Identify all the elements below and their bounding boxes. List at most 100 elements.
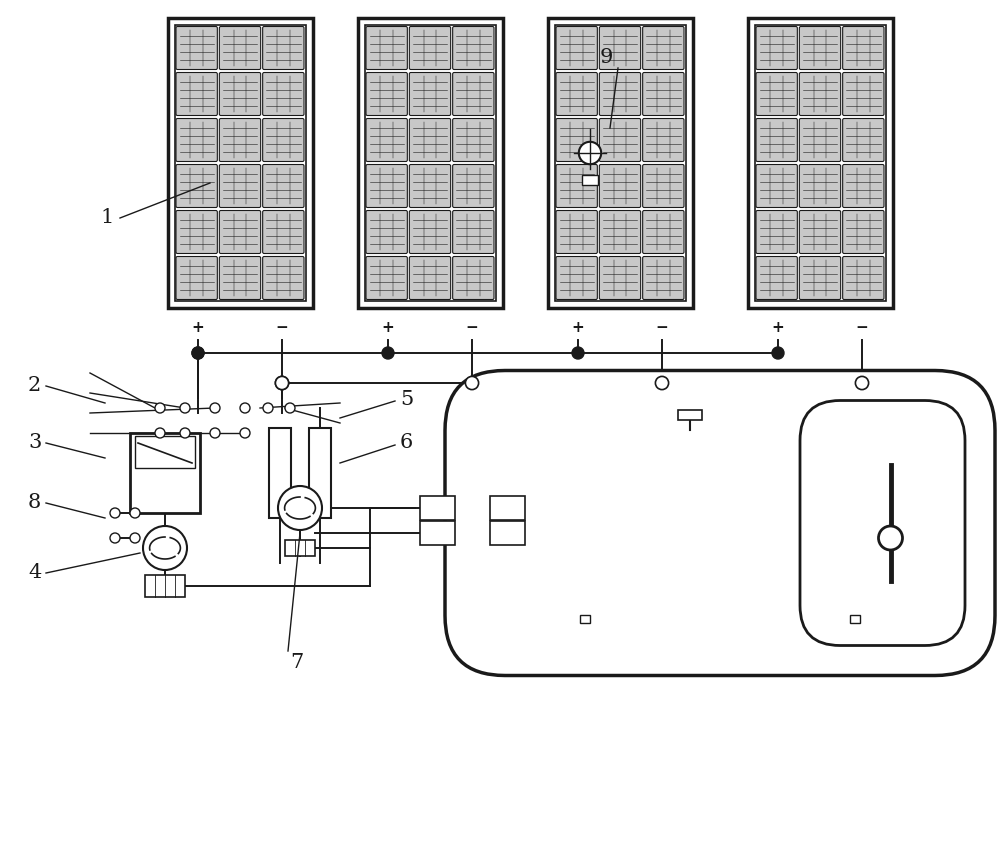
Text: 3: 3: [28, 433, 41, 452]
FancyBboxPatch shape: [599, 27, 641, 70]
Text: −: −: [276, 320, 288, 336]
Circle shape: [180, 403, 190, 413]
FancyBboxPatch shape: [263, 211, 304, 254]
Bar: [490, 496, 525, 520]
FancyBboxPatch shape: [445, 370, 995, 676]
Circle shape: [382, 347, 394, 359]
FancyBboxPatch shape: [843, 72, 884, 116]
FancyBboxPatch shape: [453, 165, 494, 207]
Text: −: −: [656, 320, 668, 336]
Circle shape: [275, 376, 289, 389]
Circle shape: [855, 376, 869, 389]
FancyBboxPatch shape: [756, 165, 797, 207]
Bar: [755, 25, 886, 301]
FancyBboxPatch shape: [409, 165, 451, 207]
FancyBboxPatch shape: [599, 211, 641, 254]
FancyBboxPatch shape: [263, 27, 304, 70]
FancyBboxPatch shape: [366, 72, 407, 116]
FancyBboxPatch shape: [599, 72, 641, 116]
FancyBboxPatch shape: [756, 256, 797, 299]
FancyBboxPatch shape: [176, 211, 217, 254]
FancyBboxPatch shape: [176, 165, 217, 207]
FancyBboxPatch shape: [219, 27, 261, 70]
FancyBboxPatch shape: [643, 27, 684, 70]
FancyBboxPatch shape: [556, 118, 597, 161]
Bar: [175, 25, 306, 301]
Bar: [678, 411, 702, 420]
Bar: [748, 18, 893, 308]
Text: −: −: [856, 320, 868, 336]
Bar: [309, 428, 331, 518]
Text: +: +: [382, 320, 394, 336]
FancyBboxPatch shape: [843, 211, 884, 254]
Circle shape: [572, 347, 584, 359]
Bar: [269, 428, 291, 518]
Circle shape: [579, 142, 601, 164]
FancyBboxPatch shape: [366, 118, 407, 161]
Circle shape: [130, 508, 140, 518]
FancyBboxPatch shape: [263, 165, 304, 207]
FancyBboxPatch shape: [409, 256, 451, 299]
FancyBboxPatch shape: [409, 72, 451, 116]
Circle shape: [772, 347, 784, 359]
FancyBboxPatch shape: [366, 256, 407, 299]
Circle shape: [110, 533, 120, 543]
Text: 6: 6: [400, 433, 413, 452]
Circle shape: [130, 533, 140, 543]
FancyBboxPatch shape: [219, 211, 261, 254]
Text: 9: 9: [600, 48, 613, 67]
Text: −: −: [466, 320, 478, 336]
FancyBboxPatch shape: [409, 118, 451, 161]
FancyBboxPatch shape: [176, 27, 217, 70]
FancyBboxPatch shape: [843, 118, 884, 161]
Bar: [580, 615, 590, 623]
Bar: [420, 496, 455, 520]
Circle shape: [240, 403, 250, 413]
Text: +: +: [192, 320, 204, 336]
Circle shape: [285, 403, 295, 413]
Bar: [548, 18, 692, 308]
FancyBboxPatch shape: [219, 118, 261, 161]
Text: +: +: [772, 320, 784, 336]
Bar: [490, 521, 525, 545]
Circle shape: [110, 508, 120, 518]
FancyBboxPatch shape: [643, 211, 684, 254]
FancyBboxPatch shape: [643, 72, 684, 116]
Circle shape: [278, 486, 322, 530]
Text: 5: 5: [400, 390, 413, 409]
FancyBboxPatch shape: [800, 400, 965, 646]
FancyBboxPatch shape: [366, 27, 407, 70]
Circle shape: [655, 376, 669, 389]
FancyBboxPatch shape: [756, 27, 797, 70]
FancyBboxPatch shape: [599, 256, 641, 299]
FancyBboxPatch shape: [799, 256, 841, 299]
Text: +: +: [572, 320, 584, 336]
FancyBboxPatch shape: [219, 256, 261, 299]
FancyBboxPatch shape: [219, 165, 261, 207]
FancyBboxPatch shape: [556, 211, 597, 254]
FancyBboxPatch shape: [219, 72, 261, 116]
Bar: [420, 521, 455, 545]
FancyBboxPatch shape: [366, 211, 407, 254]
FancyBboxPatch shape: [453, 27, 494, 70]
Circle shape: [180, 428, 190, 438]
FancyBboxPatch shape: [556, 256, 597, 299]
FancyBboxPatch shape: [453, 118, 494, 161]
FancyBboxPatch shape: [263, 72, 304, 116]
Bar: [168, 18, 312, 308]
Bar: [135, 436, 195, 468]
FancyBboxPatch shape: [799, 72, 841, 116]
FancyBboxPatch shape: [263, 118, 304, 161]
FancyBboxPatch shape: [453, 72, 494, 116]
FancyBboxPatch shape: [599, 118, 641, 161]
FancyBboxPatch shape: [453, 256, 494, 299]
FancyBboxPatch shape: [843, 256, 884, 299]
Circle shape: [192, 347, 204, 359]
FancyBboxPatch shape: [756, 72, 797, 116]
FancyBboxPatch shape: [843, 165, 884, 207]
Bar: [130, 433, 200, 513]
FancyBboxPatch shape: [556, 165, 597, 207]
Circle shape: [240, 428, 250, 438]
Circle shape: [210, 428, 220, 438]
FancyBboxPatch shape: [176, 72, 217, 116]
